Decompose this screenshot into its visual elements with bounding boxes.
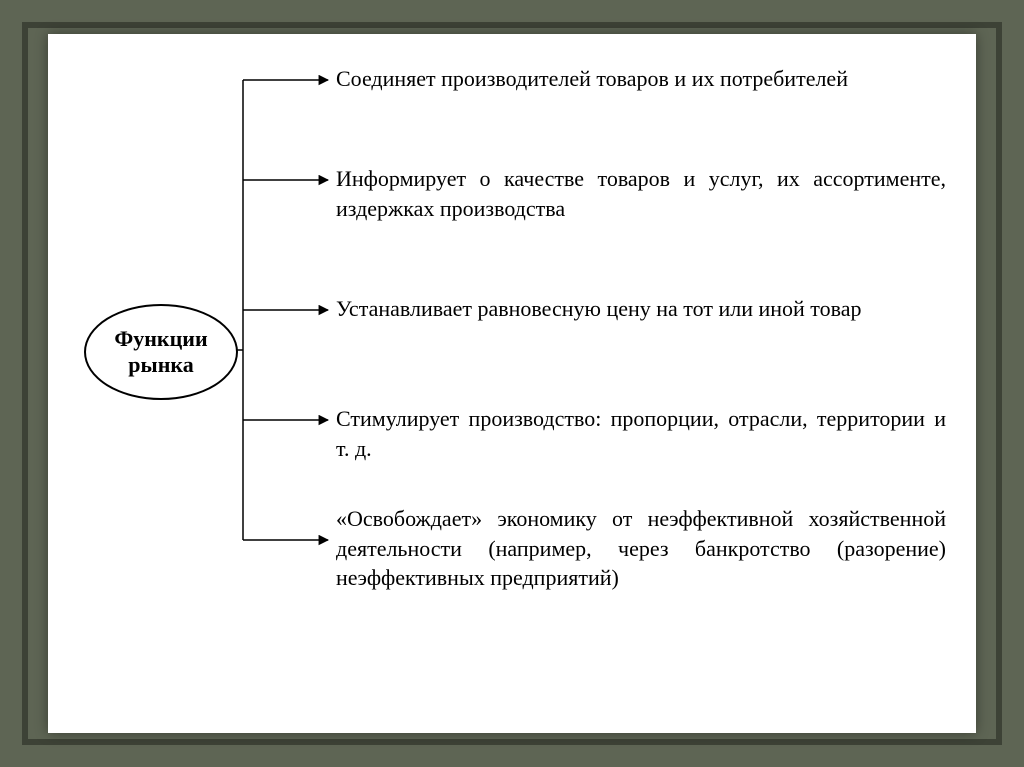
branch-text: Устанавливает равновесную цену на тот ил… [336, 296, 861, 321]
branch-text: Соединяет производителей товаров и их по… [336, 66, 848, 91]
branch-text: «Освобождает» экономику от неэффективной… [336, 506, 946, 590]
branch-text: Стимулирует производство: пропорции, отр… [336, 406, 946, 461]
center-node: Функции рынка [84, 304, 238, 400]
center-label: Функции рынка [86, 326, 236, 379]
branch-item: Устанавливает равновесную цену на тот ил… [336, 294, 946, 324]
branch-item: Стимулирует производство: пропорции, отр… [336, 404, 946, 463]
branch-item: «Освобождает» экономику от неэффективной… [336, 504, 946, 593]
branch-text: Информирует о качестве товаров и услуг, … [336, 166, 946, 221]
diagram-paper: Функции рынка Соединяет производителей т… [48, 34, 976, 733]
outer-frame: Функции рынка Соединяет производителей т… [0, 0, 1024, 767]
branch-item: Информирует о качестве товаров и услуг, … [336, 164, 946, 223]
branch-item: Соединяет производителей товаров и их по… [336, 64, 946, 94]
